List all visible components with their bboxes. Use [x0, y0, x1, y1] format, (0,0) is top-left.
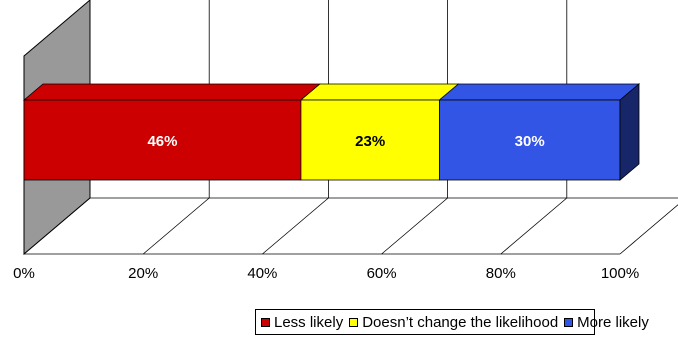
stacked-bar-chart: 0% 20% 40% 60% 80% 100% 46% 23% 30%: [13, 0, 678, 282]
bar-top-less-likely: [22, 83, 322, 101]
gridline-floor: [381, 197, 448, 255]
legend-swatch-less-likely: [261, 317, 270, 327]
legend-swatch-more-likely: [564, 317, 574, 327]
legend-label-more-likely: More likely: [577, 313, 649, 331]
gridline-floor: [142, 197, 210, 255]
x-tick-label: 80%: [486, 265, 516, 282]
legend-swatch-no-change: [349, 317, 359, 327]
legend-item-less-likely: Less likely: [261, 314, 343, 331]
legend-item-no-change: Doesn’t change the likelihood: [349, 314, 558, 331]
bar-segment-less-likely: [23, 99, 302, 181]
x-tick-label: 20%: [128, 265, 158, 282]
gridline-floor: [619, 204, 678, 255]
gridline-floor: [262, 197, 329, 255]
x-tick-label: 40%: [247, 265, 277, 282]
data-label-more-likely: 30%: [515, 133, 545, 150]
bar-side-more-likely: [619, 83, 640, 181]
bar-segment-doesn-t-change-the-likelihood: [300, 99, 440, 181]
x-tick-label: 60%: [367, 265, 397, 282]
legend-label-no-change: Doesn’t change the likelihood: [362, 313, 559, 331]
bar-segment-more-likely: [438, 99, 621, 181]
legend-label-less-likely: Less likely: [274, 313, 344, 331]
bar-top-more-likely: [438, 83, 641, 101]
bar-top-doesn-t-change-the-likelihood: [299, 83, 460, 101]
data-label-less-likely: 46%: [147, 133, 177, 150]
legend-item-more-likely: More likely: [564, 314, 649, 331]
gridline-floor: [500, 197, 568, 255]
x-tick-label: 100%: [601, 265, 639, 282]
legend: Less likely Doesn’t change the likelihoo…: [255, 309, 649, 335]
gridline-floor: [23, 197, 91, 255]
x-tick-label: 0%: [13, 265, 35, 282]
data-label-doesn-t-change-the-likelihood: 23%: [355, 133, 385, 150]
